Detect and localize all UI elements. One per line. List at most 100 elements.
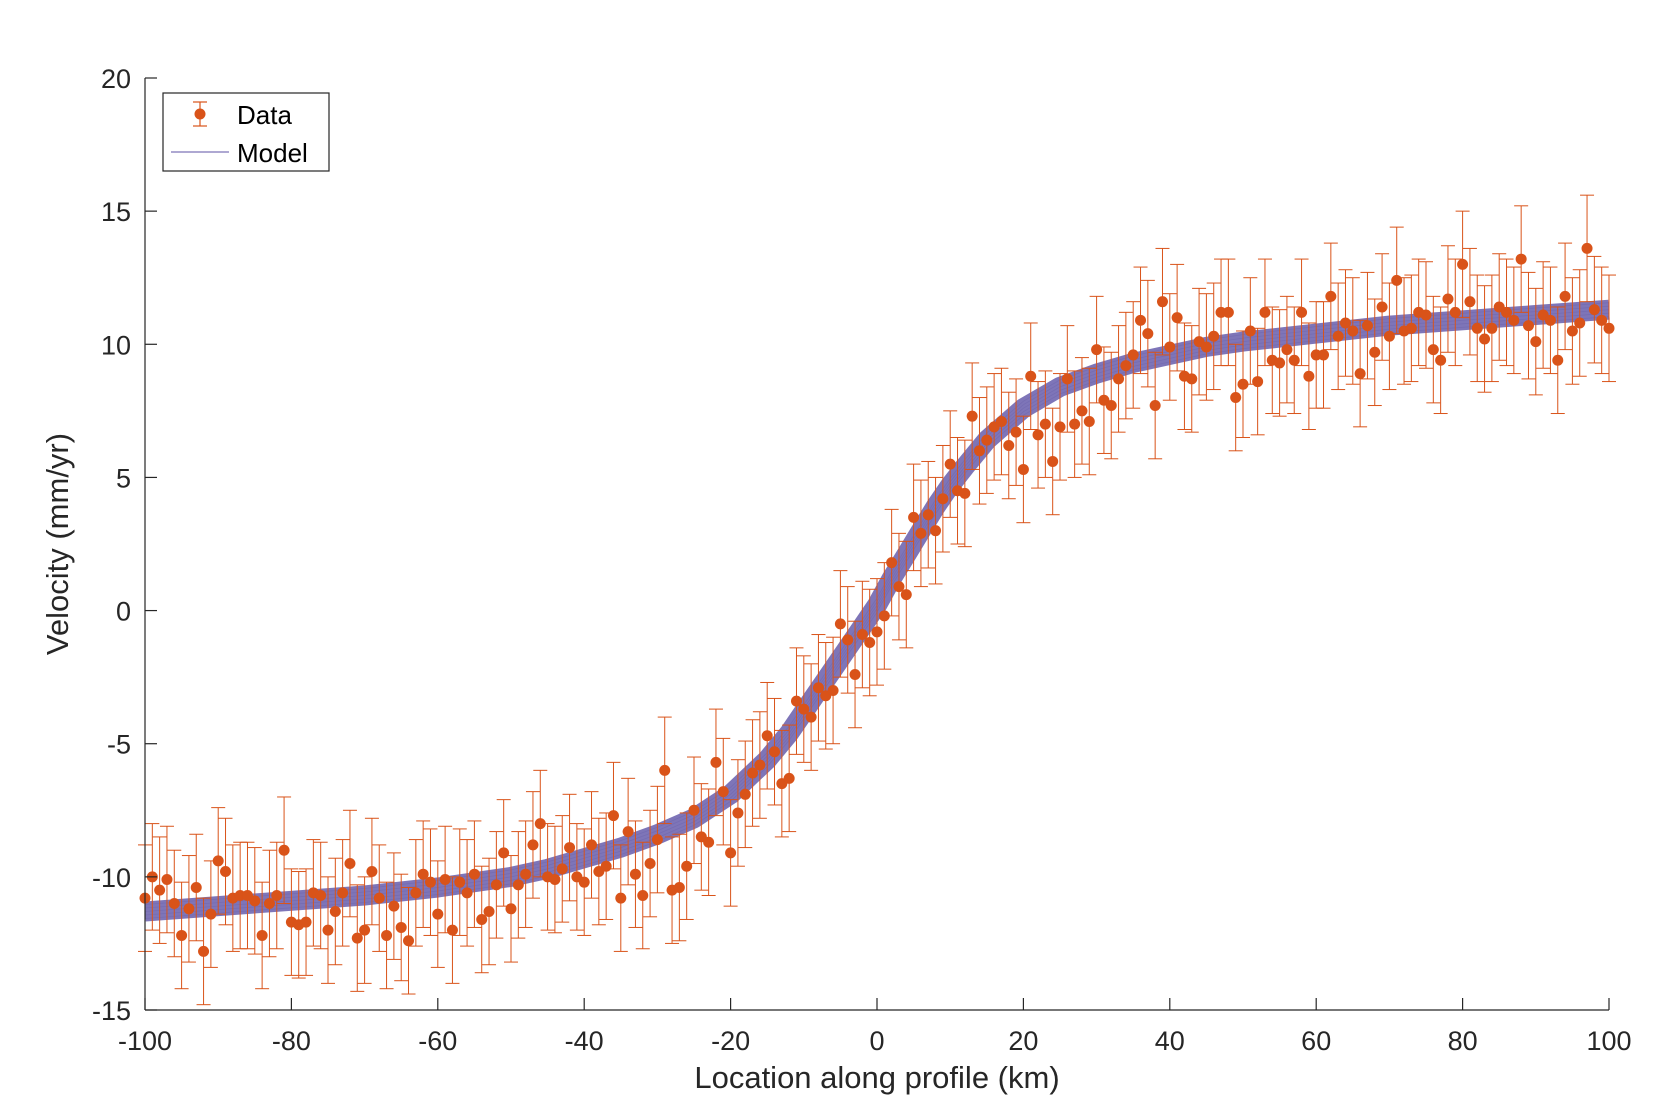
data-marker [483,905,495,917]
data-point [255,881,270,990]
x-tick-label: 100 [1586,1026,1631,1056]
y-tick-label: 20 [101,64,131,94]
data-point [1250,327,1265,436]
data-point [1426,295,1441,404]
data-point [196,897,211,1006]
legend-box [162,92,330,172]
data-marker [981,434,993,446]
data-point [1367,298,1382,407]
axes [144,78,1609,1011]
data-marker [505,903,517,915]
data-point [313,841,328,950]
data-point [1155,247,1170,356]
data-point [804,663,819,771]
data-point [1272,309,1287,417]
data-point [1477,285,1492,393]
data-marker [732,807,744,819]
data-point [1594,266,1609,375]
data-marker [673,882,685,894]
data-marker [1003,439,1015,451]
data-point [364,817,379,926]
data-marker [1339,317,1351,329]
data-marker [922,509,934,521]
data-marker [578,876,590,888]
data-marker [417,868,429,880]
data-point [1543,266,1558,375]
data-point [760,681,775,790]
data-point [1419,261,1433,369]
data-point [1462,247,1477,356]
data-series [138,194,1616,1006]
data-point [840,586,855,694]
data-marker [1559,290,1571,302]
data-marker [432,908,444,920]
data-marker [329,905,341,917]
data-point [1565,277,1580,385]
data-point [1338,269,1353,377]
data-marker [564,842,576,854]
x-tick-label: 60 [1301,1026,1331,1056]
data-point [782,724,797,833]
data-marker [1581,242,1593,254]
data-point [1228,343,1243,452]
data-marker [893,581,905,593]
data-point [225,844,240,952]
data-point [965,362,980,470]
data-point [906,463,921,572]
data-marker [842,634,854,646]
data-point [730,759,745,867]
data-marker [1274,357,1286,369]
data-marker [864,637,876,649]
data-marker [659,764,671,776]
data-marker [1061,373,1073,385]
data-marker [1259,306,1271,318]
data-point [379,881,394,990]
data-point [979,386,994,494]
y-axis-label: Velocity (mm/yr) [40,433,75,655]
data-marker [512,879,524,891]
data-point [1221,258,1236,367]
data-marker [790,695,802,707]
data-marker [805,711,817,723]
data-marker [681,860,693,872]
data-point [650,785,665,894]
legend: Data Model [162,92,330,172]
data-point [1170,263,1185,372]
data-marker [410,887,422,899]
data-marker [1420,309,1432,321]
data-marker [915,527,927,539]
data-marker [1354,368,1366,380]
data-point [701,788,716,896]
data-marker [461,887,473,899]
x-tick-label: 20 [1008,1026,1038,1056]
data-marker [966,410,978,422]
data-marker [1318,349,1330,361]
data-point [189,833,204,942]
data-point [467,820,482,928]
data-marker [1288,354,1300,366]
data-point [628,820,643,928]
data-point [1111,325,1126,433]
data-marker [1508,314,1520,326]
data-marker [959,487,971,499]
y-tick-label: 15 [101,197,131,227]
data-marker [527,839,539,851]
data-marker [520,868,532,880]
data-point [262,849,277,958]
data-marker [498,847,510,859]
data-point [1558,242,1573,351]
data-marker [381,929,393,941]
data-marker [454,876,466,888]
data-point [1096,346,1111,454]
data-marker [827,684,839,696]
data-point [167,849,182,958]
data-point [496,799,511,907]
data-point [1360,271,1375,380]
x-tick-label: 0 [869,1026,884,1056]
data-point [460,839,475,947]
data-marker [937,493,949,505]
data-marker [1603,322,1615,334]
data-point [1331,282,1346,391]
data-marker [534,818,546,830]
data-marker [1237,378,1249,390]
